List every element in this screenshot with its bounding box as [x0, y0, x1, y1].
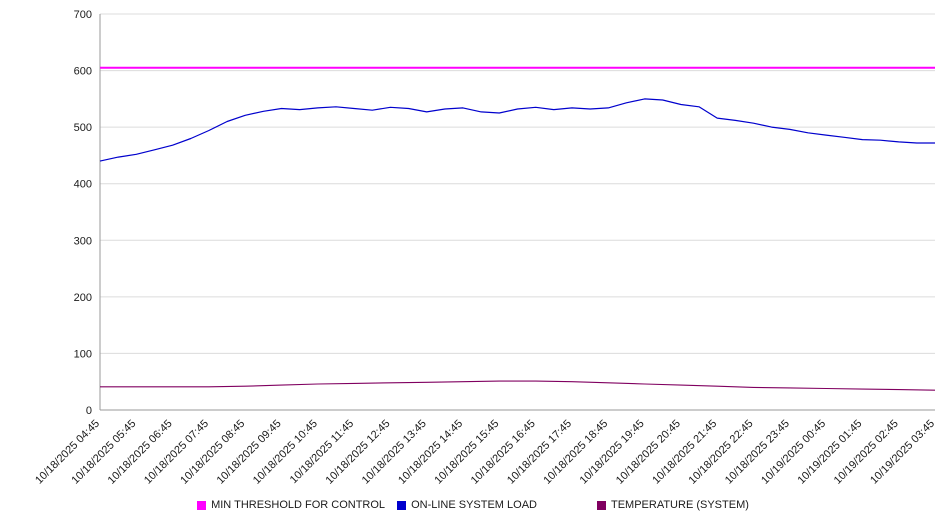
x-tick-label: 10/18/2025 18:45	[541, 418, 610, 487]
x-tick-label: 10/18/2025 17:45	[505, 418, 574, 487]
x-tick-label: 10/18/2025 05:45	[69, 418, 138, 487]
chart-container: 0 100 200 300 400 500 600 700 10/18/2025 04:45 10…	[33, 9, 937, 487]
y-tick-label: 500	[74, 122, 92, 134]
legend-swatch-min-threshold-icon	[197, 500, 207, 510]
legend-label-system-load: ON-LINE SYSTEM LOAD	[411, 499, 537, 511]
x-tick-label: 10/18/2025 22:45	[687, 418, 756, 487]
x-tick-label: 10/18/2025 10:45	[251, 418, 320, 487]
x-tick-label: 10/18/2025 09:45	[215, 418, 284, 487]
y-tick-label: 700	[74, 9, 92, 21]
x-tick-label: 10/18/2025 20:45	[614, 418, 683, 487]
legend-item-temperature: TEMPERATURE (SYSTEM)	[596, 499, 749, 511]
x-tick-label: 10/18/2025 06:45	[106, 418, 175, 487]
x-tick-label: 10/18/2025 21:45	[650, 418, 719, 487]
y-tick-label: 100	[74, 348, 92, 360]
series-line-temperature-system-	[100, 380, 936, 391]
legend-label-temperature: TEMPERATURE (SYSTEM)	[610, 499, 749, 511]
x-tick-label: 10/19/2025 03:45	[868, 418, 937, 487]
y-tick-label: 600	[74, 66, 92, 78]
series-line-on-line-system-load	[99, 98, 935, 162]
x-tick-label: 10/18/2025 12:45	[324, 418, 393, 487]
legend-label-min-threshold: MIN THRESHOLD FOR CONTROL	[211, 499, 386, 511]
x-tick-label: 10/18/2025 16:45	[469, 418, 538, 487]
x-tick-label: 10/19/2025 00:45	[759, 418, 828, 487]
x-tick-label: 10/18/2025 23:45	[723, 418, 792, 487]
legend-item-min-threshold: MIN THRESHOLD FOR CONTROL	[197, 499, 385, 511]
x-tick-label: 10/18/2025 07:45	[142, 418, 211, 487]
x-tick-label: 10/18/2025 19:45	[578, 418, 647, 487]
legend-swatch-temperature-icon	[596, 500, 606, 510]
y-tick-label: 300	[74, 235, 92, 247]
y-tick-label: 400	[74, 179, 92, 191]
legend-item-system-load: ON-LINE SYSTEM LOAD	[397, 499, 537, 511]
y-tick-label: 0	[86, 405, 92, 417]
x-tick-label: 10/18/2025 11:45	[288, 418, 356, 486]
x-tick-label: 10/18/2025 04:45	[33, 418, 102, 487]
legend: MIN THRESHOLD FOR CONTROL ON-LINE SYSTEM…	[0, 494, 946, 516]
legend-swatch-system-load-icon	[397, 500, 407, 510]
x-tick-label: 10/18/2025 13:45	[360, 418, 429, 487]
y-tick-label: 200	[74, 292, 92, 304]
x-tick-label: 10/18/2025 14:45	[396, 418, 465, 487]
x-tick-label: 10/18/2025 08:45	[178, 418, 247, 487]
x-tick-label: 10/19/2025 01:45	[795, 418, 864, 487]
x-tick-label: 10/18/2025 15:45	[432, 418, 501, 487]
x-tick-label: 10/19/2025 02:45	[832, 418, 901, 487]
